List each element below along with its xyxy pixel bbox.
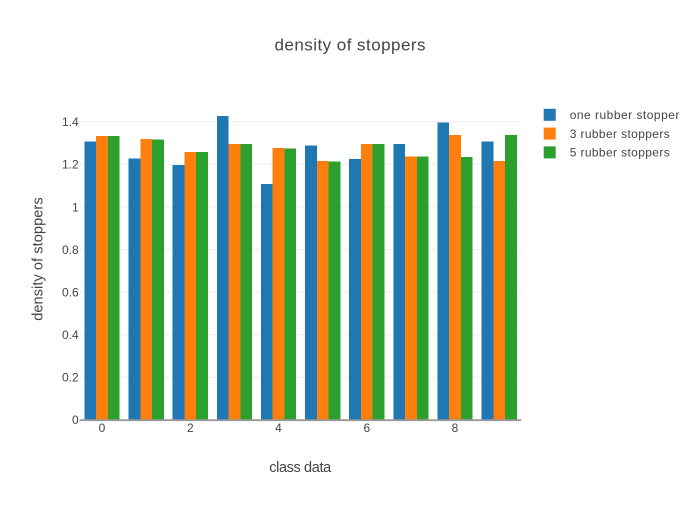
svg-text:6: 6 <box>363 421 370 435</box>
svg-text:4: 4 <box>275 421 282 435</box>
svg-text:0.8: 0.8 <box>62 243 79 257</box>
svg-text:5 rubber stoppers: 5 rubber stoppers <box>570 146 670 160</box>
svg-text:density of stoppers: density of stoppers <box>275 36 426 55</box>
svg-text:0.6: 0.6 <box>62 286 79 300</box>
svg-text:0: 0 <box>72 413 79 427</box>
svg-text:density of stoppers: density of stoppers <box>30 197 46 320</box>
svg-text:3 rubber stoppers: 3 rubber stoppers <box>570 127 670 141</box>
svg-text:1.4: 1.4 <box>62 115 79 129</box>
svg-text:8: 8 <box>452 421 459 435</box>
svg-text:0.2: 0.2 <box>62 371 79 385</box>
svg-text:0.4: 0.4 <box>62 328 79 342</box>
svg-text:1: 1 <box>72 200 79 214</box>
svg-text:one rubber stopper: one rubber stopper <box>570 108 680 122</box>
svg-text:class data: class data <box>269 460 332 476</box>
svg-text:0: 0 <box>99 421 106 435</box>
svg-text:1.2: 1.2 <box>62 158 79 172</box>
svg-text:2: 2 <box>187 421 194 435</box>
